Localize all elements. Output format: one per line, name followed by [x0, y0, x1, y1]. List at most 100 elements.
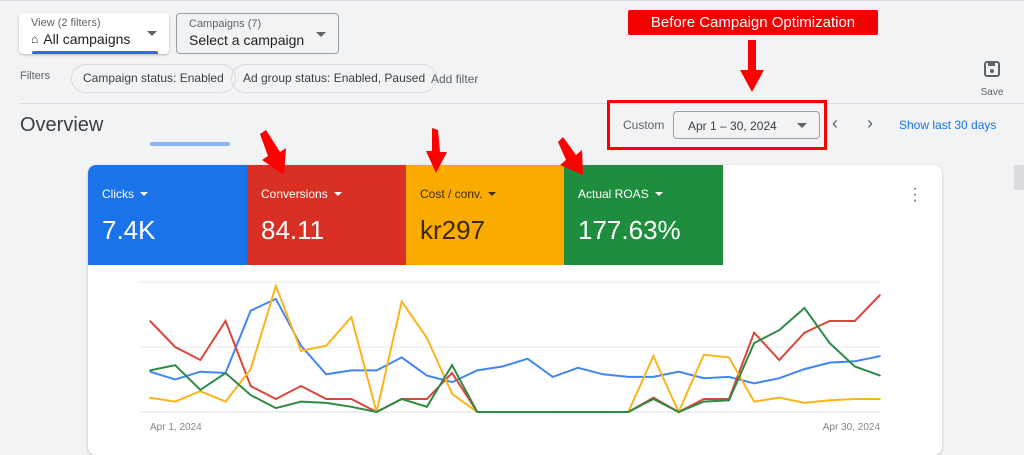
filters-label: Filters: [20, 70, 50, 82]
data-point: [702, 377, 705, 380]
scrollbar[interactable]: [1014, 150, 1024, 442]
data-point: [174, 400, 176, 403]
view-selector-label: View (2 filters): [31, 17, 101, 29]
data-point: [400, 356, 403, 359]
metric-label: Clicks: [102, 187, 134, 201]
active-indicator: [32, 51, 158, 54]
data-point: [325, 398, 328, 400]
chevron-down-icon: [147, 31, 157, 36]
data-point: [275, 407, 277, 409]
data-point: [677, 370, 680, 373]
data-point: [325, 402, 328, 404]
metric-value: 7.4K: [102, 215, 156, 245]
date-range-picker[interactable]: Apr 1 – 30, 2024: [673, 111, 820, 139]
data-point: [879, 374, 881, 377]
metric-tile-conversions[interactable]: Conversions 84.11: [247, 165, 406, 265]
performance-chart: Apr 1, 2024 Apr 30, 2024: [140, 281, 881, 433]
data-point: [426, 398, 428, 400]
show-last-30-days-link[interactable]: Show last 30 days: [899, 118, 997, 132]
metric-value: kr297: [420, 215, 486, 245]
data-point: [174, 364, 176, 367]
data-point: [753, 342, 755, 344]
data-point: [149, 396, 151, 399]
data-point: [702, 398, 705, 400]
metric-value: 84.11: [261, 215, 325, 245]
next-period-button[interactable]: ›: [867, 113, 873, 133]
chevron-down-icon: [488, 192, 497, 196]
data-point: [199, 359, 202, 361]
data-point: [249, 385, 252, 387]
data-point: [174, 346, 176, 348]
data-point: [803, 331, 806, 334]
data-point: [300, 344, 302, 347]
data-point: [728, 376, 730, 378]
campaign-selector[interactable]: Campaigns (7) Select a campaign: [176, 13, 339, 54]
filter-chip-ad-group-status[interactable]: Ad group status: Enabled, Paused: [231, 64, 438, 93]
data-point: [778, 377, 781, 380]
metric-tile-clicks[interactable]: Clicks 7.4K: [88, 165, 247, 265]
data-point: [300, 385, 302, 387]
data-point: [249, 394, 252, 396]
home-icon: ⌂: [31, 32, 39, 46]
data-point: [199, 370, 202, 373]
data-point: [652, 355, 655, 357]
data-point: [854, 365, 856, 368]
data-point: [325, 373, 328, 376]
data-point: [753, 382, 755, 385]
series-line-cost-conv-: [149, 282, 880, 415]
data-point: [275, 398, 277, 400]
more-options-icon[interactable]: · · ·: [912, 180, 918, 209]
data-point: [602, 373, 604, 376]
data-point: [501, 365, 504, 368]
add-filter-button[interactable]: Add filter: [431, 72, 479, 86]
data-point: [854, 398, 856, 400]
data-point: [577, 367, 579, 369]
data-point: [652, 398, 655, 400]
chevron-down-icon: [333, 192, 342, 196]
series-line-conversions: [149, 294, 881, 414]
metric-label: Actual ROAS: [578, 187, 649, 201]
scrollbar-thumb[interactable]: [1014, 165, 1024, 190]
data-point: [702, 354, 705, 356]
metric-tile-actual-roas[interactable]: Actual ROAS 177.63%: [564, 165, 723, 265]
metric-label: Cost / conv.: [420, 187, 483, 201]
data-point: [753, 331, 755, 334]
chevron-down-icon: [654, 192, 663, 196]
data-point: [778, 396, 781, 399]
data-point: [476, 411, 479, 413]
data-point: [199, 389, 202, 391]
campaign-selector-label: Campaigns (7): [189, 18, 262, 30]
save-icon: [984, 61, 1000, 77]
data-point: [526, 411, 529, 413]
data-point: [854, 360, 856, 363]
data-point: [426, 337, 428, 339]
data-point: [828, 399, 831, 402]
page-title: Overview: [20, 114, 104, 136]
data-point: [803, 368, 806, 370]
data-point: [400, 398, 403, 400]
data-point: [375, 369, 378, 372]
metric-value: 177.63%: [578, 215, 681, 245]
metric-tile-cost-per-conv[interactable]: Cost / conv. kr297: [406, 165, 565, 265]
data-point: [577, 411, 579, 413]
data-point: [451, 393, 453, 395]
data-point: [426, 406, 428, 408]
x-tick-start: Apr 1, 2024: [150, 422, 202, 433]
data-point: [803, 307, 806, 309]
save-button[interactable]: Save: [977, 60, 1007, 98]
date-range-value: Apr 1 – 30, 2024: [688, 119, 777, 133]
data-point: [879, 355, 881, 357]
data-point: [275, 298, 277, 300]
data-point: [350, 316, 353, 318]
view-selector[interactable]: View (2 filters) ⌂ All campaigns: [19, 13, 169, 54]
data-point: [224, 372, 227, 374]
data-point: [224, 400, 227, 403]
data-point: [400, 300, 403, 303]
annotation-highlight-box: [607, 100, 827, 150]
chevron-down-icon: [797, 123, 807, 128]
data-point: [879, 294, 881, 296]
section-divider: [20, 103, 1024, 104]
previous-period-button[interactable]: ‹: [832, 113, 838, 133]
data-point: [350, 369, 353, 372]
tab-indicator-shadow: [150, 142, 230, 146]
